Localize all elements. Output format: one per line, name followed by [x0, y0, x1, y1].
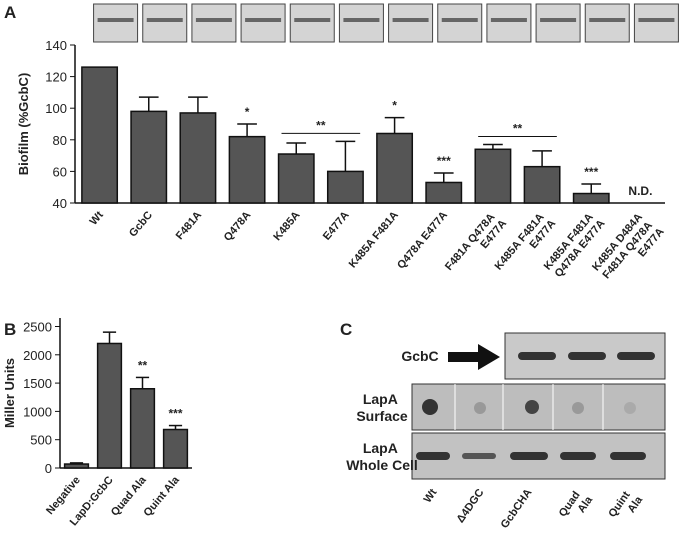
bar	[162, 428, 189, 469]
bar	[81, 66, 119, 204]
bar	[228, 135, 266, 204]
x-tick-label: Δ4DGC	[455, 487, 487, 525]
band	[560, 452, 596, 460]
band	[610, 452, 646, 460]
blot	[411, 332, 666, 480]
bar	[376, 132, 414, 204]
annotation: ***	[584, 165, 598, 179]
thumbnail	[289, 3, 335, 43]
y-tick-label: 140	[45, 38, 67, 53]
annotation: N.D.	[628, 184, 652, 198]
y-tick-label: 60	[53, 164, 67, 179]
thumbnail-ring	[97, 18, 134, 22]
bar	[425, 181, 463, 204]
thumbnail	[486, 3, 532, 43]
annotation: **	[316, 118, 326, 132]
dot	[525, 400, 539, 414]
bar	[277, 153, 315, 204]
bar	[326, 170, 364, 204]
y-tick-label: 2500	[23, 319, 52, 334]
bar	[474, 148, 512, 204]
annotation: **	[138, 358, 148, 372]
thumbnail	[437, 3, 483, 43]
y-tick-label: 500	[30, 433, 52, 448]
annotation: **	[513, 122, 523, 136]
x-tick-label: E477A	[321, 209, 352, 243]
x-tick-label: Quint Ala	[606, 486, 645, 527]
band	[510, 452, 548, 460]
row-label: LapA Surface	[356, 391, 408, 424]
thumbnail	[240, 3, 286, 43]
x-tick-label: GcbCHA	[499, 487, 535, 531]
dot	[572, 402, 584, 414]
thumbnail-ring	[589, 18, 626, 22]
annotation: ***	[437, 154, 451, 168]
thumbnail	[388, 3, 434, 43]
thumbnail	[338, 3, 384, 43]
thumbnail-ring	[146, 18, 183, 22]
y-tick-label: 100	[45, 101, 67, 116]
y-tick-label: 120	[45, 70, 67, 85]
band	[416, 452, 450, 460]
thumbnail-ring	[392, 18, 429, 22]
row-label: GcbC	[401, 348, 438, 364]
arrow	[448, 344, 500, 370]
x-tick-label: F481A	[174, 209, 204, 242]
x-tick-label: Q478A E477A	[395, 209, 450, 271]
thumbnail-ring	[245, 18, 282, 22]
bar	[523, 165, 561, 204]
row-label: LapA Whole Cell	[346, 440, 418, 473]
x-tick-label: Quint Ala	[141, 474, 182, 520]
x-tick-label: K485A F481A	[347, 209, 401, 270]
thumbnail-ring	[441, 18, 478, 22]
thumbnail-ring	[343, 18, 380, 22]
y-axis-label: Miller Units	[2, 358, 17, 428]
bar	[179, 112, 217, 204]
band	[617, 352, 655, 360]
thumbnail-ring	[294, 18, 331, 22]
x-tick-label: GcbC	[127, 209, 155, 239]
thumbnail	[584, 3, 630, 43]
panel-letter: C	[340, 320, 352, 339]
thumbnails	[93, 3, 679, 43]
thumbnail-ring	[490, 18, 527, 22]
bar	[572, 192, 610, 204]
thumbnail	[93, 3, 139, 43]
band	[518, 352, 556, 360]
annotation: *	[245, 105, 250, 119]
thumbnail	[142, 3, 188, 43]
bar	[130, 110, 168, 204]
y-tick-label: 0	[45, 461, 52, 476]
band	[462, 453, 496, 459]
y-tick-label: 2000	[23, 348, 52, 363]
thumbnail-ring	[540, 18, 577, 22]
x-tick-label: Quad Ala	[557, 486, 596, 527]
dot	[422, 399, 438, 415]
thumbnail	[191, 3, 237, 43]
thumbnail	[633, 3, 679, 43]
y-axis-label: Biofilm (%GcbC)	[16, 73, 31, 176]
y-tick-label: 1500	[23, 376, 52, 391]
bar	[63, 463, 90, 469]
x-tick-label: Wt	[88, 209, 106, 228]
panel-letter: B	[4, 320, 16, 339]
panel-letter: A	[4, 3, 16, 22]
y-tick-label: 80	[53, 133, 67, 148]
x-tick-label: Q478A	[222, 209, 254, 243]
dot	[474, 402, 486, 414]
bar	[129, 388, 156, 469]
x-tick-label: K485A	[271, 209, 302, 243]
x-tick-label: Wt	[422, 487, 440, 506]
thumbnail	[535, 3, 581, 43]
y-tick-label: 1000	[23, 404, 52, 419]
thumbnail-ring	[195, 18, 232, 22]
annotation: *	[392, 99, 397, 113]
annotation: ***	[168, 407, 182, 421]
thumbnail-ring	[638, 18, 675, 22]
y-tick-label: 40	[53, 196, 67, 211]
dot	[624, 402, 636, 414]
band	[568, 352, 606, 360]
bar	[96, 342, 123, 469]
